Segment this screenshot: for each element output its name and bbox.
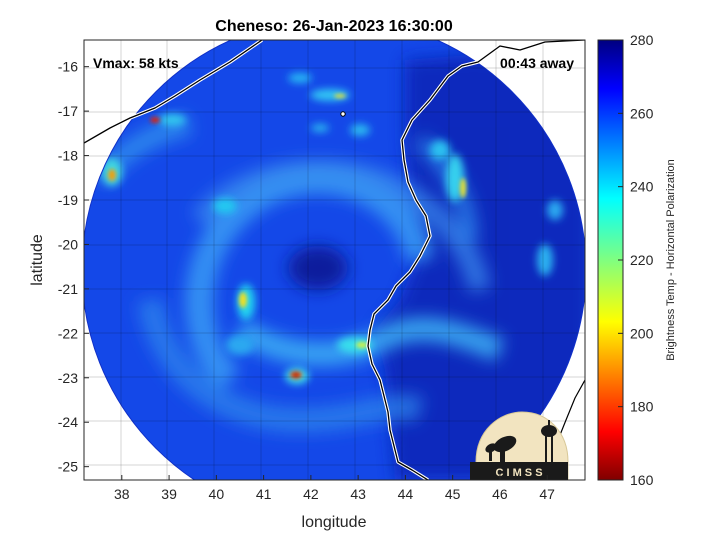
figure-title: Cheneso: 26-Jan-2023 16:30:00	[215, 18, 453, 35]
colorbar-label: Brightness Temp - Horizontal Polarizatio…	[665, 159, 677, 361]
x-tick-label: 45	[445, 486, 461, 502]
cimss-logo: C I M S S	[470, 411, 569, 480]
madagascar-east-coast	[557, 379, 585, 441]
colorbar-tick-label: 180	[630, 399, 654, 415]
x-tick-label: 42	[303, 486, 319, 502]
coastline	[84, 40, 585, 480]
colorbar-tick-label: 240	[630, 179, 654, 195]
y-tick-label: -25	[58, 459, 78, 475]
colorbar-ticks: 280 260 240 220 200 180 160	[618, 32, 654, 488]
time-away-annotation: 00:43 away	[500, 55, 574, 71]
water-tower-icon	[541, 420, 557, 462]
mozambique-coast	[84, 40, 263, 144]
y-tick-label: -22	[58, 325, 78, 341]
y-tick-label: -18	[58, 148, 78, 164]
y-tick-label: -21	[58, 281, 78, 297]
colorbar-tick-label: 220	[630, 252, 654, 268]
satellite-dish-icon	[485, 435, 517, 462]
x-axis-ticks: 38 39 40 41 42 43 44 45 46 47	[114, 475, 555, 502]
logo-banner	[470, 462, 568, 480]
madagascar-west-coast	[367, 40, 585, 480]
x-tick-label: 44	[398, 486, 414, 502]
colorbar-tick-label: 280	[630, 32, 654, 48]
intense-convection-cores	[108, 94, 466, 379]
x-tick-label: 40	[209, 486, 225, 502]
colorbar: 280 260 240 220 200 180 160 Brightness Temp - …	[597, 32, 677, 488]
x-tick-label: 43	[350, 486, 366, 502]
logo-text: C I M S S	[495, 467, 542, 479]
y-tick-label: -17	[58, 103, 78, 119]
y-axis-label: latitude	[29, 234, 46, 286]
x-axis-label: longitude	[302, 514, 367, 531]
island-marker	[340, 111, 346, 117]
y-tick-label: -23	[58, 370, 78, 386]
x-tick-label: 41	[256, 486, 272, 502]
colorbar-tick-label: 260	[630, 105, 654, 121]
x-tick-label: 47	[539, 486, 555, 502]
x-tick-label: 39	[161, 486, 177, 502]
plot-frame	[83, 39, 586, 481]
y-tick-label: -19	[58, 192, 78, 208]
colorbar-tick-label: 160	[630, 472, 654, 488]
y-tick-label: -20	[58, 236, 78, 252]
y-axis-ticks: -16 -17 -18 -19 -20 -21 -22 -23 -24 -25	[58, 59, 89, 475]
colorbar-tick-label: 200	[630, 325, 654, 341]
y-tick-label: -24	[58, 414, 78, 430]
y-tick-label: -16	[58, 59, 78, 75]
storm-eye	[288, 246, 348, 290]
x-tick-label: 46	[492, 486, 508, 502]
x-tick-label: 38	[114, 486, 130, 502]
vmax-annotation: Vmax: 58 kts	[93, 55, 179, 71]
map-plot-area: C I M S S Vmax: 58 kts 00:43 away	[84, 40, 585, 480]
